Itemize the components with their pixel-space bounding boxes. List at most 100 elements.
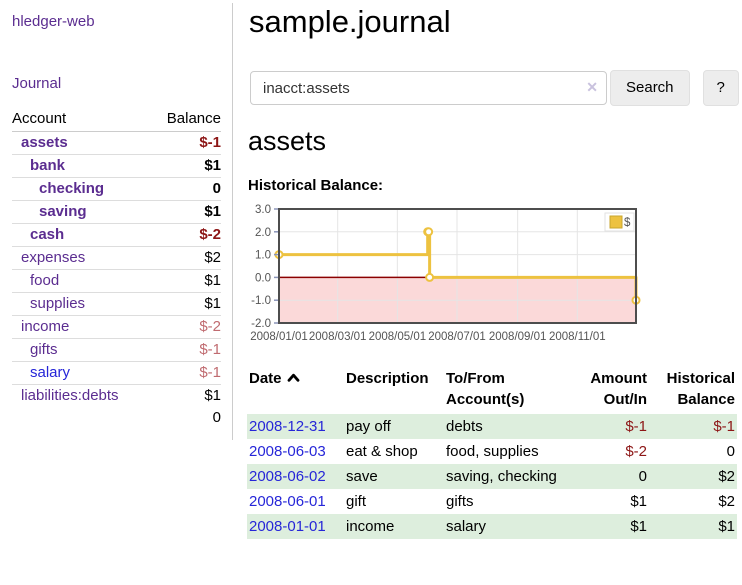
legend-label: $	[624, 217, 631, 229]
search-form: ✕ Search ?	[250, 70, 739, 106]
sidebar-account-link[interactable]: expenses	[21, 249, 86, 266]
sort-ascending-icon	[287, 373, 299, 382]
register-row: 2008-06-01 gift gifts $1 $2	[247, 489, 737, 514]
account-balance: $-2	[150, 223, 221, 247]
x-axis-tick-label: 2008/05/01	[369, 331, 427, 343]
account-row: liabilities:debts $1	[12, 384, 221, 407]
register-description-cell: save	[346, 468, 378, 485]
sidebar: hledger-web Journal Account Balance asse…	[0, 3, 233, 440]
register-accounts-cell: food, supplies	[446, 443, 539, 460]
sidebar-account-link[interactable]: cash	[30, 226, 65, 243]
register-accounts-cell: debts	[446, 418, 483, 435]
x-axis-tick-label: 2008/09/01	[489, 331, 547, 343]
transaction-date-link[interactable]: 2008-06-03	[249, 443, 326, 460]
y-axis-tick-label: 1.0	[255, 250, 271, 262]
accounts-header-row: Account Balance	[12, 107, 221, 132]
account-row: gifts $-1	[12, 338, 221, 362]
register-date-cell: 2008-06-03	[247, 439, 344, 464]
search-input[interactable]	[250, 71, 607, 105]
main-content: sample.journal ✕ Search ? assets Histori…	[247, 3, 742, 539]
x-axis-tick-label: 2008/11/01	[549, 331, 606, 343]
register-amount-cell: $1	[630, 493, 647, 510]
brand-link[interactable]: hledger-web	[12, 13, 95, 30]
sidebar-item-journal[interactable]: Journal	[12, 75, 62, 92]
register-description-cell: income	[346, 518, 395, 535]
sidebar-account-link[interactable]: assets	[21, 134, 68, 151]
accounts-col-account: Account	[12, 107, 151, 132]
accounts-table: Account Balance assets $-1 bank $1 checking 0…	[12, 107, 221, 429]
account-name-cell: saving	[12, 200, 151, 224]
account-row: supplies $1	[12, 292, 221, 316]
register-description-cell: gift	[346, 493, 367, 510]
register-amount-cell: $-2	[625, 443, 647, 460]
register-col-date[interactable]: Date	[247, 367, 344, 414]
account-name-cell: salary	[12, 361, 151, 385]
account-row: expenses $2	[12, 246, 221, 270]
y-axis-tick-label: -1.0	[251, 295, 271, 307]
register-description-cell: eat & shop	[346, 443, 418, 460]
transaction-date-link[interactable]: 2008-06-02	[249, 468, 326, 485]
search-button[interactable]: Search	[610, 70, 690, 106]
register-row: 2008-12-31 pay off debts $-1 $-1	[247, 414, 737, 439]
accounts-col-balance: Balance	[150, 107, 221, 132]
legend-swatch	[609, 215, 623, 229]
account-name-cell: cash	[12, 223, 151, 247]
search-input-wrap: ✕	[250, 71, 607, 105]
register-balance-cell: 0	[726, 443, 735, 460]
page-title: sample.journal	[249, 4, 451, 39]
x-axis-tick-label: 2008/01/01	[250, 331, 308, 343]
account-balance: $-1	[199, 134, 221, 151]
register-row: 2008-06-02 save saving, checking 0 $2	[247, 464, 737, 489]
account-row: bank $1	[12, 154, 221, 178]
account-row: cash $-2	[12, 223, 221, 247]
account-row: assets $-1	[12, 132, 221, 155]
account-name-cell: assets	[12, 132, 151, 155]
sidebar-account-link[interactable]: salary	[30, 364, 71, 381]
account-balance: $-1	[150, 338, 221, 362]
y-axis-tick-label: 3.0	[255, 204, 271, 216]
register-amount-cell: $1	[630, 518, 647, 535]
x-axis-tick-label: 2008/07/01	[428, 331, 486, 343]
account-balance: $-1	[150, 361, 221, 385]
account-balance: $1	[150, 154, 221, 178]
data-point-marker	[424, 227, 434, 237]
account-balance: $1	[150, 384, 221, 407]
account-row: food $1	[12, 269, 221, 293]
account-row: checking 0	[12, 177, 221, 201]
transaction-date-link[interactable]: 2008-01-01	[249, 518, 326, 535]
account-row: income $-2	[12, 315, 221, 339]
accounts-total-spacer	[12, 407, 151, 429]
account-name-cell: gifts	[12, 338, 151, 362]
account-balance: $1	[150, 292, 221, 316]
sidebar-account-link[interactable]: supplies	[30, 295, 86, 312]
register-row: 2008-06-03 eat & shop food, supplies $-2 0	[247, 439, 737, 464]
help-button[interactable]: ?	[702, 70, 739, 106]
sidebar-account-link[interactable]: food	[30, 272, 60, 289]
sidebar-account-link[interactable]: saving	[39, 203, 87, 220]
account-row: salary $-1	[12, 361, 221, 385]
register-table: Date Description To/From Account(s) Amou…	[247, 367, 737, 539]
register-header-row: Date Description To/From Account(s) Amou…	[247, 367, 737, 414]
account-row: saving $1	[12, 200, 221, 224]
register-row: 2008-01-01 income salary $1 $1	[247, 514, 737, 539]
register-date-cell: 2008-06-02	[247, 464, 344, 489]
clear-search-icon[interactable]: ✕	[586, 79, 598, 95]
y-axis-tick-label: -2.0	[251, 318, 271, 330]
register-date-cell: 2008-01-01	[247, 514, 344, 539]
register-balance-cell: $-1	[713, 418, 735, 435]
sidebar-account-link[interactable]: bank	[30, 157, 66, 174]
register-amount-cell: 0	[638, 468, 647, 485]
register-description-cell: pay off	[346, 418, 391, 435]
account-name-cell: food	[12, 269, 151, 293]
y-axis-tick-label: 2.0	[255, 227, 271, 239]
sidebar-account-link[interactable]: liabilities:debts	[21, 387, 119, 404]
register-accounts-cell: salary	[446, 518, 487, 535]
accounts-total-row: 0	[12, 407, 221, 429]
sidebar-account-link[interactable]: checking	[39, 180, 105, 197]
register-col-amount: Amount Out/In	[590, 370, 647, 408]
account-balance: $-2	[150, 315, 221, 339]
transaction-date-link[interactable]: 2008-06-01	[249, 493, 326, 510]
sidebar-account-link[interactable]: income	[21, 318, 70, 335]
sidebar-account-link[interactable]: gifts	[30, 341, 58, 358]
transaction-date-link[interactable]: 2008-12-31	[249, 418, 326, 435]
